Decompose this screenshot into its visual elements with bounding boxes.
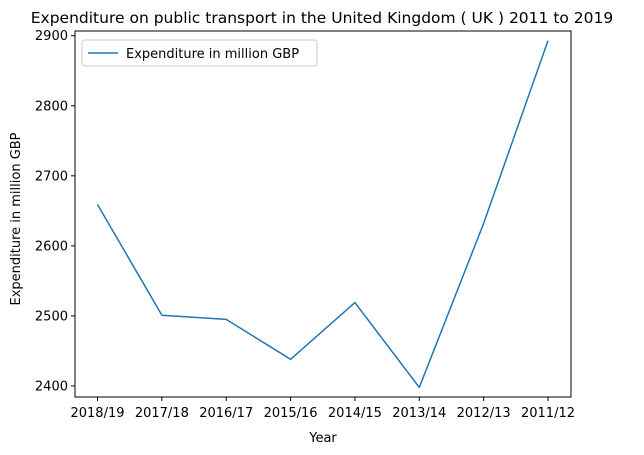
y-tick-label: 2700 xyxy=(35,169,68,184)
series-line-expenditure xyxy=(96,40,549,389)
x-tick-label: 2014/15 xyxy=(328,406,382,421)
y-tick-label: 2800 xyxy=(35,99,68,114)
x-tick-label: 2012/13 xyxy=(457,406,511,421)
x-axis-label: Year xyxy=(308,431,337,446)
x-axis-ticks: 2018/19 2017/18 2016/17 2015/16 2014/15 2013/… xyxy=(70,397,575,421)
x-tick-label: 2011/12 xyxy=(521,406,575,421)
plot-area xyxy=(74,30,572,398)
x-tick-label: 2016/17 xyxy=(199,406,253,421)
y-axis-ticks: 2400 2500 2600 2700 2800 2900 xyxy=(35,29,75,394)
x-tick-label: 2017/18 xyxy=(135,406,189,421)
x-tick-label: 2013/14 xyxy=(392,406,446,421)
legend-box xyxy=(81,39,318,67)
legend-label: Expenditure in million GBP xyxy=(126,47,299,62)
y-tick-label: 2400 xyxy=(35,379,68,394)
y-tick-label: 2500 xyxy=(35,309,68,324)
chart-title: Expenditure on public transport in the U… xyxy=(31,9,614,27)
legend: Expenditure in million GBP xyxy=(81,39,318,67)
y-tick-label: 2900 xyxy=(35,29,68,44)
y-axis-label: Expenditure in million GBP xyxy=(9,132,24,305)
y-tick-label: 2600 xyxy=(35,239,68,254)
x-tick-label: 2018/19 xyxy=(70,406,124,421)
x-tick-label: 2015/16 xyxy=(264,406,318,421)
